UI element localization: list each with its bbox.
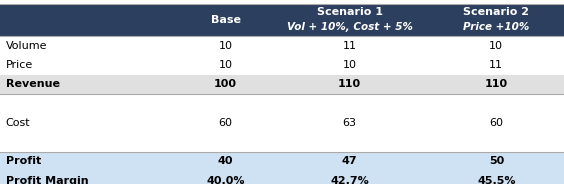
Text: Scenario 2: Scenario 2: [463, 7, 530, 17]
Bar: [0, 113, 564, 132]
Bar: [0, 55, 564, 75]
Bar: [0, 171, 564, 184]
Text: Base: Base: [210, 15, 241, 25]
Text: 10: 10: [219, 60, 232, 70]
Text: 45.5%: 45.5%: [477, 176, 515, 184]
Bar: [0, 75, 564, 94]
Text: 10: 10: [490, 40, 503, 51]
Text: Cost: Cost: [6, 118, 30, 128]
Text: 42.7%: 42.7%: [331, 176, 369, 184]
Text: Revenue: Revenue: [6, 79, 60, 89]
Text: 11: 11: [343, 40, 356, 51]
Text: 47: 47: [342, 156, 358, 167]
Text: 10: 10: [343, 60, 356, 70]
Text: 60: 60: [219, 118, 232, 128]
Text: 10: 10: [219, 40, 232, 51]
Bar: [0, 36, 564, 55]
Text: Price +10%: Price +10%: [463, 22, 530, 32]
Bar: [0, 94, 564, 113]
Text: 63: 63: [343, 118, 356, 128]
Text: 100: 100: [214, 79, 237, 89]
Text: 50: 50: [488, 156, 504, 167]
Text: 11: 11: [490, 60, 503, 70]
Text: 60: 60: [490, 118, 503, 128]
Text: 40.0%: 40.0%: [206, 176, 245, 184]
Bar: [0, 132, 564, 152]
Text: 110: 110: [484, 79, 508, 89]
Text: Scenario 1: Scenario 1: [316, 7, 383, 17]
Bar: [0, 4, 564, 36]
Text: 110: 110: [338, 79, 362, 89]
Bar: [0, 152, 564, 171]
Text: 40: 40: [218, 156, 233, 167]
Text: Profit Margin: Profit Margin: [6, 176, 88, 184]
Text: Volume: Volume: [6, 40, 47, 51]
Text: Vol + 10%, Cost + 5%: Vol + 10%, Cost + 5%: [287, 22, 413, 32]
Text: Profit: Profit: [6, 156, 41, 167]
Text: Price: Price: [6, 60, 33, 70]
